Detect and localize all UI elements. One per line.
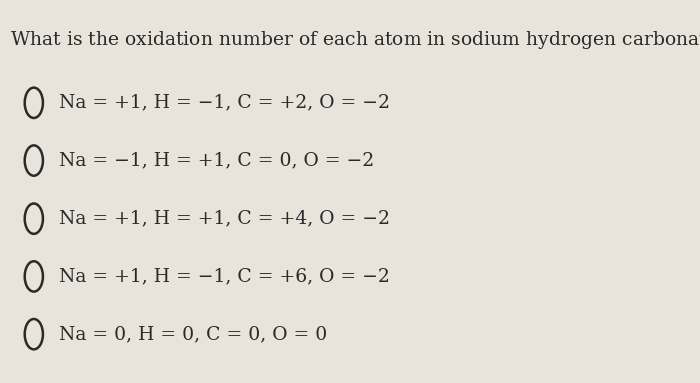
Text: Na = 0, H = 0, C = 0, O = 0: Na = 0, H = 0, C = 0, O = 0 [59, 325, 327, 343]
Text: Na = +1, H = −1, C = +6, O = −2: Na = +1, H = −1, C = +6, O = −2 [59, 267, 389, 285]
Text: What is the oxidation number of each atom in sodium hydrogen carbonate, NaHCO$_3: What is the oxidation number of each ato… [10, 29, 700, 51]
Text: Na = +1, H = −1, C = +2, O = −2: Na = +1, H = −1, C = +2, O = −2 [59, 94, 390, 112]
Text: Na = +1, H = +1, C = +4, O = −2: Na = +1, H = +1, C = +4, O = −2 [59, 210, 390, 228]
Text: Na = −1, H = +1, C = 0, O = −2: Na = −1, H = +1, C = 0, O = −2 [59, 152, 374, 170]
